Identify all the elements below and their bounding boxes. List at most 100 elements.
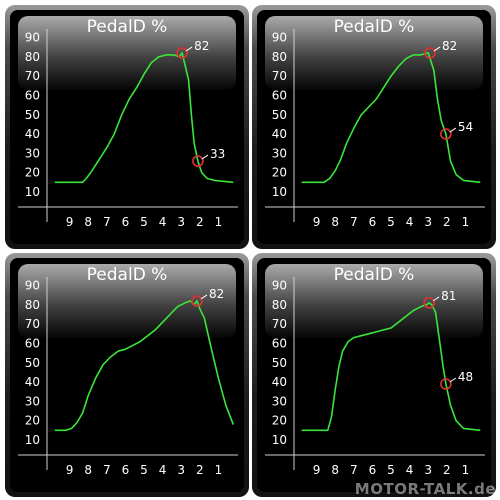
gloss-highlight (265, 264, 483, 338)
y-tick-label: 10 (272, 433, 287, 447)
y-tick-label: 50 (272, 356, 287, 370)
y-tick-label: 60 (25, 88, 40, 102)
y-tick-label: 40 (272, 127, 287, 141)
y-tick-label: 80 (25, 50, 40, 64)
chart-svg: PedalD % 10 20 30 40 50 60 70 80 90 9 8 7 6 5 4 3 2 1 81 48 (257, 258, 491, 492)
x-tick-label: 8 (331, 463, 339, 477)
x-tick-label: 7 (103, 215, 111, 229)
x-tick-label: 1 (462, 463, 470, 477)
data-label: 81 (441, 289, 456, 303)
y-tick-label: 20 (272, 166, 287, 180)
x-tick-label: 5 (140, 215, 148, 229)
y-tick-label: 80 (272, 50, 287, 64)
y-tick-label: 90 (272, 31, 287, 45)
x-tick-label: 5 (140, 463, 148, 477)
x-tick-label: 8 (84, 215, 92, 229)
x-tick-label: 8 (331, 215, 339, 229)
x-tick-label: 2 (196, 463, 204, 477)
x-tick-label: 7 (103, 463, 111, 477)
x-tick-label: 3 (177, 463, 185, 477)
y-tick-label: 40 (25, 127, 40, 141)
data-label: 33 (210, 147, 225, 161)
x-tick-label: 6 (122, 463, 130, 477)
watermark: MOTOR-TALK.de (354, 480, 496, 498)
chart-screen: PedalD % 10 20 30 40 50 60 70 80 90 9 8 7 6 5 4 3 2 1 82 (10, 258, 244, 492)
y-tick-label: 30 (25, 394, 40, 408)
x-tick-label: 5 (387, 463, 395, 477)
marker-circle (423, 297, 435, 309)
x-tick-label: 7 (350, 215, 358, 229)
y-tick-label: 30 (272, 394, 287, 408)
x-tick-label: 1 (462, 215, 470, 229)
x-tick-label: 1 (215, 463, 223, 477)
chart-screen: PedalD % 10 20 30 40 50 60 70 80 90 9 8 7 6 5 4 3 2 1 81 48 (257, 258, 491, 492)
y-tick-label: 50 (272, 108, 287, 122)
data-series-line (54, 52, 234, 184)
x-tick-label: 4 (159, 463, 167, 477)
marker-circle (440, 378, 452, 390)
chart-svg: PedalD % 10 20 30 40 50 60 70 80 90 9 8 7 6 5 4 3 2 1 82 (10, 258, 244, 492)
x-tick-label: 6 (122, 215, 130, 229)
marker-circle (192, 155, 204, 167)
marker-leader (432, 296, 440, 302)
data-label: 48 (458, 370, 473, 384)
marker-leader (433, 46, 441, 52)
x-tick-label: 6 (369, 463, 377, 477)
x-tick-label: 8 (84, 463, 92, 477)
y-tick-label: 70 (25, 317, 40, 331)
x-tick-label: 3 (424, 463, 432, 477)
chart-title: PedalD % (334, 265, 415, 285)
y-tick-label: 40 (272, 375, 287, 389)
marker-leader (449, 377, 457, 383)
x-tick-label: 1 (215, 215, 223, 229)
marker-leader (185, 46, 193, 52)
y-tick-label: 90 (25, 279, 40, 293)
x-tick-label: 6 (369, 215, 377, 229)
y-tick-label: 40 (25, 375, 40, 389)
x-tick-label: 3 (177, 215, 185, 229)
y-tick-label: 70 (272, 317, 287, 331)
chart-panel-bottom-right: PedalD % 10 20 30 40 50 60 70 80 90 9 8 7 6 5 4 3 2 1 81 48 (252, 253, 496, 497)
chart-title: PedalD % (334, 17, 415, 37)
y-tick-label: 90 (25, 31, 40, 45)
marker-circle (191, 295, 203, 307)
y-tick-label: 70 (272, 69, 287, 83)
x-tick-label: 3 (424, 215, 432, 229)
chart-screen: PedalD % 10 20 30 40 50 60 70 80 90 9 8 7 6 5 4 3 2 1 82 54 (257, 10, 491, 244)
data-series-line (301, 52, 481, 184)
y-tick-label: 20 (25, 414, 40, 428)
chart-panel-top-right: PedalD % 10 20 30 40 50 60 70 80 90 9 8 7 6 5 4 3 2 1 82 54 (252, 5, 496, 249)
x-tick-label: 5 (387, 215, 395, 229)
gloss-highlight (18, 16, 236, 90)
x-tick-label: 9 (66, 215, 74, 229)
chart-svg: PedalD % 10 20 30 40 50 60 70 80 90 9 8 7 6 5 4 3 2 1 82 33 (10, 10, 244, 244)
y-tick-label: 10 (25, 185, 40, 199)
marker-leader (200, 294, 208, 300)
marker-leader (449, 127, 457, 133)
x-tick-label: 2 (443, 463, 451, 477)
chart-screen: PedalD % 10 20 30 40 50 60 70 80 90 9 8 7 6 5 4 3 2 1 82 33 (10, 10, 244, 244)
x-tick-label: 4 (406, 463, 414, 477)
y-tick-label: 10 (25, 433, 40, 447)
y-tick-label: 70 (25, 69, 40, 83)
marker-circle (176, 47, 188, 59)
x-tick-label: 9 (313, 463, 321, 477)
chart-title: PedalD % (87, 17, 168, 37)
x-tick-label: 7 (350, 463, 358, 477)
marker-circle (440, 128, 452, 140)
x-tick-label: 9 (313, 215, 321, 229)
y-tick-label: 90 (272, 279, 287, 293)
y-tick-label: 10 (272, 185, 287, 199)
x-tick-label: 4 (406, 215, 414, 229)
x-tick-label: 9 (66, 463, 74, 477)
y-tick-label: 60 (272, 336, 287, 350)
x-tick-label: 4 (159, 215, 167, 229)
data-label: 54 (458, 120, 473, 134)
y-tick-label: 20 (272, 414, 287, 428)
chart-panel-top-left: PedalD % 10 20 30 40 50 60 70 80 90 9 8 7 6 5 4 3 2 1 82 33 (5, 5, 249, 249)
data-label: 82 (209, 287, 224, 301)
y-tick-label: 80 (272, 298, 287, 312)
y-tick-label: 50 (25, 356, 40, 370)
y-tick-label: 30 (25, 146, 40, 160)
